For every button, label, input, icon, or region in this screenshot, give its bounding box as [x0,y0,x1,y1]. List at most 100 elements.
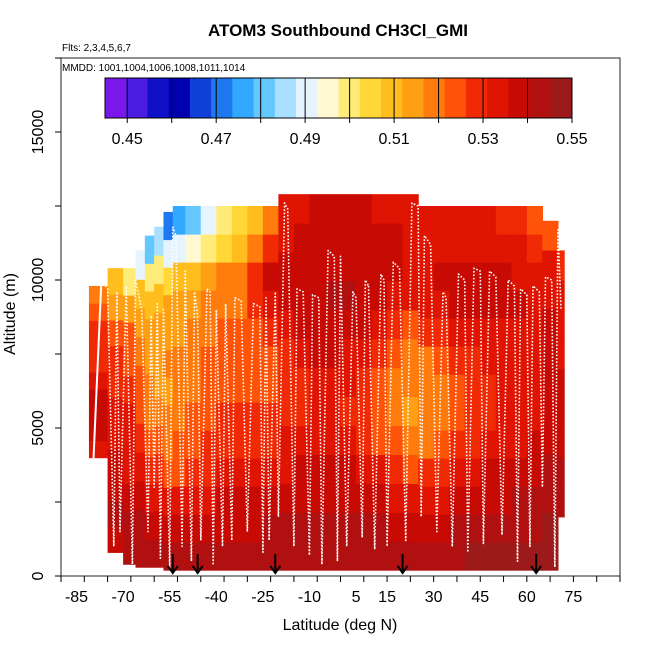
heatmap-cell [449,318,466,347]
heatmap-cell [557,309,565,340]
y-tick-label: 10000 [30,258,47,303]
heatmap-cell [495,430,512,459]
heatmap-cell [511,486,528,515]
heatmap-cell [480,206,497,235]
flight-profile-line [100,279,137,566]
heatmap-cell [154,453,165,483]
heatmap-cell [293,425,311,456]
heatmap-cell [356,251,373,282]
heatmap-cell [418,346,435,375]
heatmap-cell [418,262,435,291]
heatmap-cell [526,318,543,347]
heatmap-cell [278,367,295,398]
heatmap-cell [464,290,481,319]
heatmap-cell [433,430,450,459]
flight-profile-line [501,228,562,568]
heatmap-cell [449,206,466,235]
heatmap-cell [107,319,124,347]
flight-profile-line [246,290,280,554]
colorbar-swatch [465,78,488,118]
colorbar-swatch [380,78,403,118]
colorbar-swatch [317,78,339,118]
heatmap-cell [135,538,146,568]
colorbar-swatch [232,78,255,118]
colorbar-swatch [168,78,191,118]
heatmap-cell [511,206,528,235]
heatmap-cell [340,541,357,571]
heatmap-cell [293,338,311,369]
heatmap-cell [135,480,146,511]
heatmap-cell [200,430,217,459]
heatmap-cell [449,542,466,571]
turn-point-arrow-head [396,565,409,575]
heatmap-cell [557,457,565,488]
heatmap-cell [526,346,543,375]
heatmap-cell [216,290,233,319]
heatmap-cell [107,474,124,502]
heatmap-cell [324,280,342,311]
heatmap-cell [480,262,497,291]
colorbar-swatch [189,78,212,118]
y-tick-label: 15000 [30,110,47,155]
colorbar-swatch [423,78,446,118]
heatmap-cell [200,346,217,375]
heatmap-cell [480,430,497,459]
heatmap-cell [495,234,512,263]
heatmap-cell [340,223,357,253]
heatmap-cell [418,374,435,403]
heatmap-cell [387,541,404,571]
colorbar-swatch [105,78,127,118]
heatmap-cell [231,430,248,459]
heatmap-cell [88,388,109,407]
heatmap-cell [135,423,146,453]
colorbar-swatch [550,78,573,118]
heatmap-cell [356,541,373,571]
mmdd-note: MMDD: 1001,1004,1006,1008,1011,1014 [62,63,246,74]
heatmap-cell [278,280,295,311]
heatmap-cell [324,454,342,484]
heatmap-cell [542,279,559,309]
heatmap-cell [340,396,357,427]
heatmap-cell [135,307,146,338]
heatmap-cell [172,514,186,543]
heatmap-cell [387,396,404,427]
heatmap-cell [123,375,137,404]
turn-point-arrow-head [269,565,282,575]
heatmap-cell [163,239,174,268]
heatmap-cell [449,346,466,375]
heatmap-cell [135,509,146,539]
heatmap-cell [231,486,248,515]
x-tick-label: -85 [65,589,88,606]
heatmap-cell [340,425,357,456]
heatmap-cell [278,512,295,542]
colorbar-swatch [402,78,424,118]
heatmap-cell [231,234,248,263]
colorbar-swatch [211,78,233,118]
heatmap-cell [231,290,248,319]
heatmap-cell [402,425,419,456]
y-axis: 0 5000 10000 15000 [30,57,61,580]
heatmap-cell [293,280,311,311]
heatmap-cell [464,542,481,571]
heatmap-cell [262,234,279,263]
heatmap-cell [163,459,174,489]
heatmap-cell [144,539,155,568]
heatmap-cell [371,251,388,282]
heatmap-cell [123,510,137,538]
x-axis-label: Latitude (deg N) [283,617,398,634]
heatmap-cell [144,290,155,320]
heatmap-cell [480,514,497,543]
flight-profile-line [451,267,503,554]
heatmap-cell [387,512,404,542]
heatmap-cell [216,318,233,347]
colorbar-swatch [487,78,509,118]
turn-point-arrow-head [166,565,179,575]
heatmap-cell [185,430,202,459]
heatmap-cell [262,346,279,375]
heatmap-cell [526,290,543,319]
heatmap-cell [231,206,248,235]
heatmap-cell [144,263,155,292]
heatmap-cell [247,486,264,515]
heatmap-cell [495,318,512,347]
